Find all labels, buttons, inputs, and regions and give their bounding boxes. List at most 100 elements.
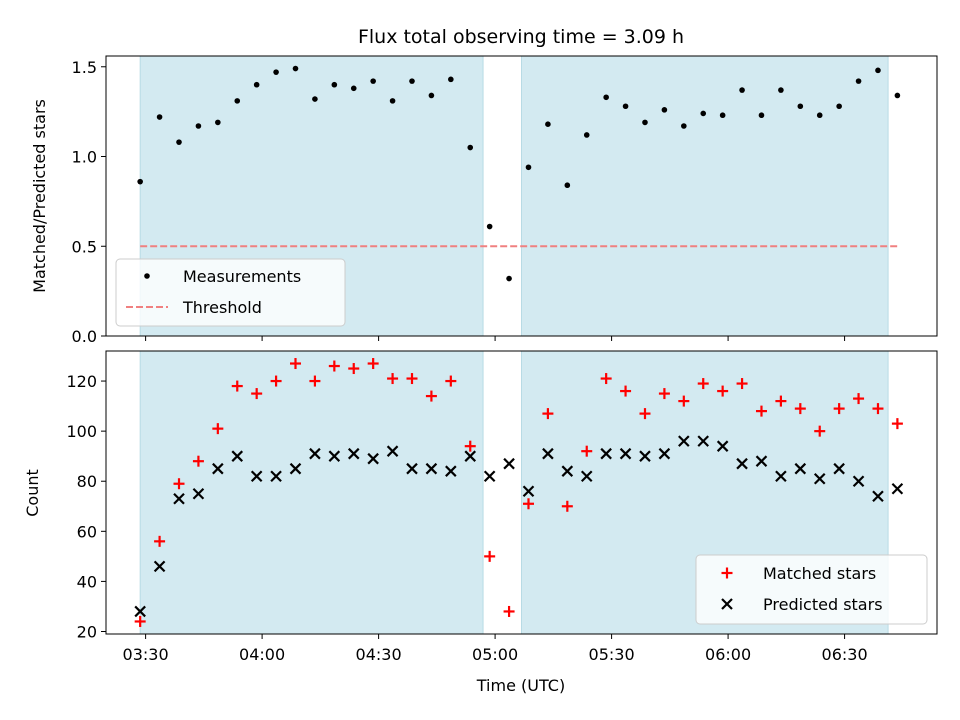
top-y-tick-label: 0.0 [72, 327, 97, 346]
matched-stars-point [794, 403, 806, 415]
measurements-point [525, 164, 532, 171]
predicted-stars-point [619, 447, 632, 460]
bottom-y-tick-label: 60 [77, 522, 97, 541]
predicted-stars-point [658, 447, 671, 460]
predicted-stars-point [425, 462, 438, 475]
matched-stars-point [542, 408, 554, 420]
predicted-stars-point [173, 492, 185, 505]
measurements-point [292, 65, 299, 72]
chart-title: Flux total observing time = 3.09 h [358, 26, 684, 48]
matched-legend-marker [721, 567, 733, 579]
matched-stars-point [251, 388, 263, 400]
top-y-ticks: 0.0 0.5 1.0 1.5 [72, 58, 106, 346]
x-tick-label: 06:30 [822, 645, 868, 664]
predicted-stars-point [309, 447, 321, 460]
matched-stars-point [891, 418, 903, 430]
predicted-stars-point [794, 462, 807, 475]
top-observing-window-2 [521, 55, 889, 337]
measurements-point [661, 107, 668, 113]
x-tick-label: 05:30 [589, 645, 635, 664]
bottom-y-tick-label: 80 [77, 472, 97, 491]
predicted-stars-point [678, 435, 690, 447]
predicted-stars-point [891, 482, 904, 495]
measurements-point [778, 87, 784, 93]
measurements-point [758, 112, 765, 119]
matched-stars-point [309, 375, 321, 387]
measurements-point [312, 96, 318, 102]
matched-legend-label: Matched stars [763, 564, 876, 583]
matched-stars-point [581, 445, 593, 457]
measurements-point [253, 81, 260, 88]
bottom-panel: 03:30 04:00 04:30 05:00 05:30 06:00 06:30 20 40… [23, 350, 938, 695]
top-axes-frame [105, 55, 938, 337]
bottom-y-tick-label: 120 [66, 372, 97, 391]
measurements-legend-marker [144, 273, 150, 279]
matched-stars-point [387, 373, 399, 385]
predicted-stars-point [775, 470, 787, 482]
matched-stars-point [328, 360, 340, 372]
matched-stars-point [678, 395, 690, 407]
predicted-stars-point [289, 462, 302, 475]
matched-stars-point [853, 393, 865, 405]
predicted-stars-point [483, 470, 496, 482]
measurements-point [273, 69, 279, 75]
measurements-point [545, 121, 551, 128]
predicted-stars-point [639, 450, 651, 462]
predicted-stars-point [386, 445, 399, 457]
measurements-point [389, 98, 396, 104]
measurements-point [486, 223, 493, 230]
predicted-stars-point [231, 450, 244, 462]
x-tick-label: 04:30 [356, 645, 402, 664]
predicted-stars-point [813, 472, 826, 485]
predicted-stars-point [134, 605, 146, 618]
predicted-stars-point [503, 457, 515, 470]
predicted-stars-point [328, 450, 341, 462]
matched-stars-point [833, 403, 845, 415]
predicted-stars-point [270, 470, 282, 482]
matched-stars-point [154, 535, 166, 547]
measurements-point [467, 144, 474, 151]
predicted-stars-point [716, 440, 729, 452]
measurements-point [603, 94, 609, 101]
measurements-point [739, 87, 745, 93]
matched-stars-point [872, 403, 884, 415]
measurements-point [836, 103, 842, 110]
predicted-legend-label: Predicted stars [763, 595, 883, 614]
measurements-point [700, 110, 707, 117]
predicted-stars-point [522, 485, 535, 498]
bottom-axes-frame [105, 350, 938, 635]
bottom-legend-box [695, 554, 928, 625]
predicted-stars-point [580, 470, 593, 482]
matched-stars-point [620, 385, 632, 397]
predicted-stars-point [872, 490, 884, 503]
measurements-point [797, 103, 804, 110]
measurements-point [350, 85, 357, 92]
matched-stars-point [522, 498, 534, 510]
predicted-stars-point [250, 470, 263, 482]
measurements-point [719, 112, 726, 119]
measurements-point [875, 67, 881, 74]
bottom-marks [134, 358, 904, 627]
matched-stars-point [134, 615, 146, 627]
bottom-legend: Matched stars Predicted stars [695, 554, 928, 625]
matched-stars-point [173, 478, 185, 490]
predicted-stars-point [542, 447, 554, 460]
measurements-point [564, 182, 571, 189]
matched-stars-point [192, 455, 204, 467]
matched-stars-point [503, 605, 515, 617]
threshold-legend-label: Threshold [182, 298, 262, 317]
measurements-point [195, 123, 202, 129]
bottom-y-ticks: 20 40 60 80 100 120 [66, 372, 106, 641]
measurements-point [409, 78, 415, 84]
top-y-tick-label: 1.0 [72, 148, 97, 167]
measurements-point [370, 78, 376, 84]
predicted-stars-point [153, 560, 166, 573]
predicted-stars-point [464, 450, 477, 462]
matched-stars-point [425, 390, 437, 402]
top-x-ticks [145, 336, 846, 341]
matched-stars-point [445, 375, 457, 387]
measurements-point [331, 81, 338, 88]
measurements-legend-label: Measurements [183, 267, 301, 286]
matched-stars-point [212, 423, 224, 435]
x-tick-label: 06:00 [705, 645, 751, 664]
